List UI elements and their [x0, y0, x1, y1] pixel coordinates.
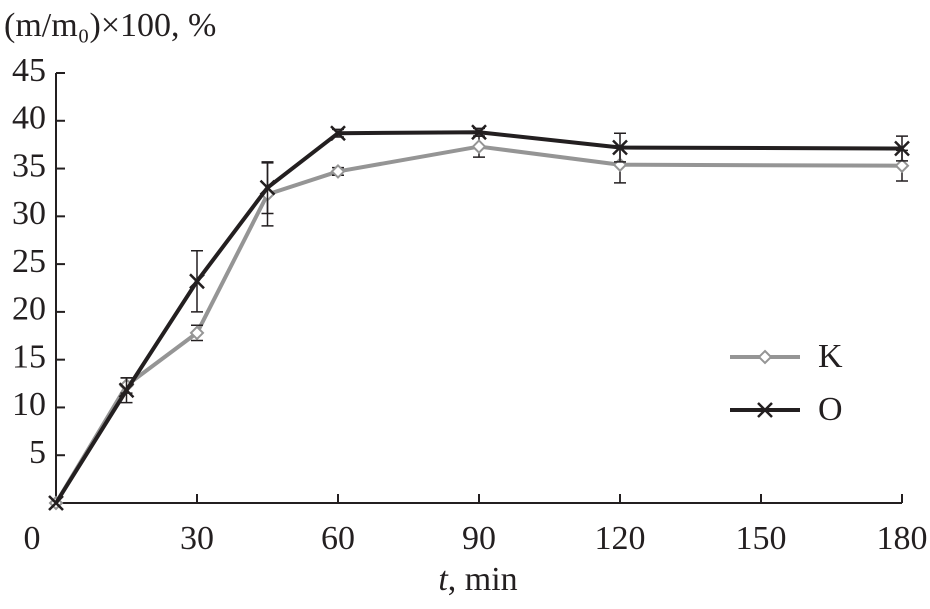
y-axis-label: (m/m₀)×100, % [4, 7, 216, 44]
x-axis-label: t, min [438, 561, 517, 598]
x-tick-label: 90 [462, 520, 496, 557]
marker [612, 139, 628, 156]
y-tick-label: 25 [12, 243, 46, 280]
y-tick-label: 15 [12, 338, 46, 375]
y-tick-label: 10 [12, 386, 46, 423]
x-tick-label: 120 [595, 520, 646, 557]
x-label-var: t [438, 561, 449, 598]
marker [471, 139, 487, 154]
marker [894, 158, 910, 174]
legend-marker [757, 349, 773, 365]
x-tick-label: 180 [877, 520, 928, 557]
marker [259, 179, 276, 196]
series-line [54, 144, 903, 505]
marker [330, 164, 346, 179]
marker [471, 124, 487, 141]
y-tick-label: 45 [12, 52, 46, 89]
y-tick-label: 35 [12, 147, 46, 184]
marker [118, 382, 135, 399]
legend-marker [757, 402, 773, 418]
legend-label: O [818, 391, 843, 428]
marker [189, 273, 205, 290]
marker [894, 140, 910, 157]
x-label-unit: , min [448, 561, 518, 598]
y-tick-label: 40 [12, 100, 46, 137]
y-tick-label: 5 [29, 434, 46, 471]
x-tick-label: 30 [180, 520, 214, 557]
x-tick-label: 150 [736, 520, 787, 557]
marker [330, 125, 346, 142]
marker [189, 325, 205, 341]
y-tick-label: 20 [12, 291, 46, 328]
legend-label: K [818, 338, 843, 375]
x-tick-label: 0 [24, 520, 41, 557]
marker [48, 495, 64, 511]
marker [612, 157, 628, 173]
y-tick-label: 30 [12, 195, 46, 232]
x-tick-label: 60 [321, 520, 355, 557]
series-line [54, 130, 903, 505]
